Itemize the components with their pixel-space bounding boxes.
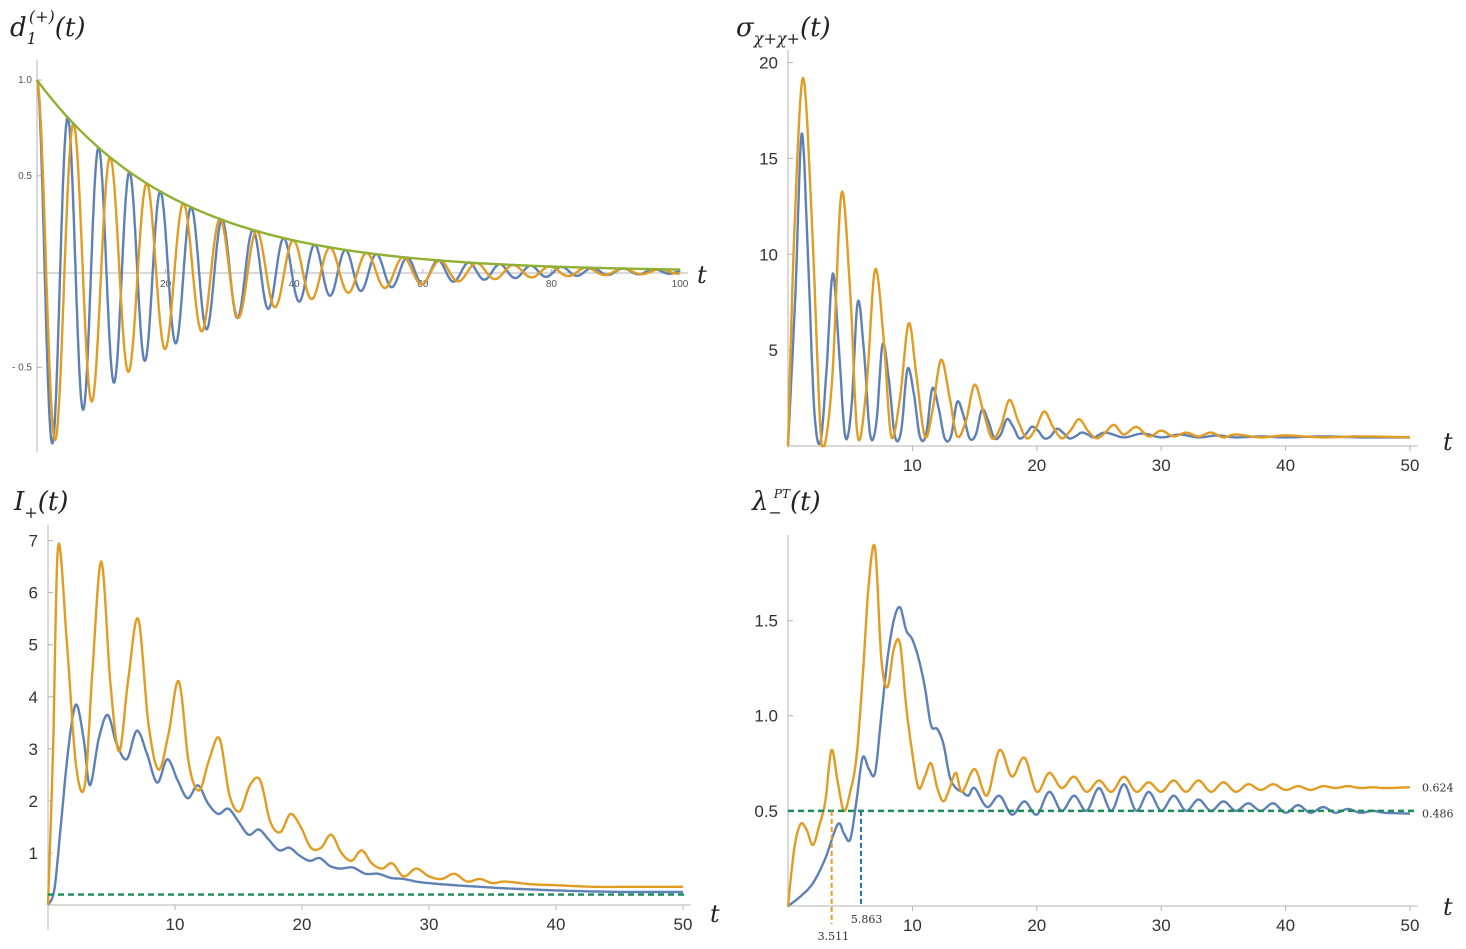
x-tick-label: 10 — [166, 915, 185, 934]
panel-I-axes: 10 20 30 40 50 1 2 3 4 5 6 7 — [29, 525, 693, 934]
y-tick-label: 1.0 — [754, 707, 778, 726]
x-tick-label: 40 — [1276, 916, 1295, 935]
panel-lambda-title: λ−PT(t) — [751, 487, 821, 522]
y-tick-label: 0.5 — [18, 171, 32, 182]
y-tick-label: 10 — [759, 245, 778, 264]
x-tick-label: 20 — [1027, 916, 1046, 935]
x-tick-label: 50 — [1401, 456, 1420, 475]
panel-d1: d1(+)(t) 20 40 60 80 100- 0.50.51.0 t — [10, 7, 707, 452]
series-line-blue — [786, 132, 1410, 447]
series-line-orange — [35, 79, 681, 442]
panel-I-lines — [46, 542, 688, 906]
panel-I-title: I+(t) — [13, 487, 68, 522]
panel-lambda-xlabel: t — [1443, 893, 1453, 921]
end-value-label: 0.624 — [1422, 781, 1454, 794]
x-tick-label: 40 — [547, 915, 566, 934]
x-tick-label: 80 — [546, 279, 558, 290]
panel-d1-title: d1(+)(t) — [10, 7, 85, 48]
y-tick-label: - 0.5 — [12, 362, 32, 373]
y-tick-label: 1.0 — [18, 75, 32, 86]
crossing-time-label: 5.863 — [851, 913, 883, 926]
series-line-blue — [35, 79, 681, 445]
y-tick-label: 2 — [29, 792, 38, 811]
y-tick-label: 5 — [29, 636, 38, 655]
series-line-green — [36, 79, 680, 271]
x-tick-label: 20 — [1027, 456, 1046, 475]
y-tick-label: 15 — [759, 149, 778, 168]
panel-sigma-lines — [786, 76, 1411, 448]
y-tick-label: 3 — [29, 740, 38, 759]
panel-sigma: σχ+χ+(t) 10 20 30 40 50 5 10 15 20 t — [736, 13, 1453, 475]
panel-sigma-axes: 10 20 30 40 50 5 10 15 20 — [759, 50, 1419, 475]
x-tick-label: 50 — [674, 915, 693, 934]
series-line-blue — [46, 703, 683, 906]
panel-sigma-title: σχ+χ+(t) — [736, 13, 831, 48]
panel-d1-xlabel: t — [697, 261, 707, 289]
y-tick-label: 4 — [29, 688, 38, 707]
panel-I: I+(t) 10 20 30 40 50 1 2 3 4 5 6 7 t — [13, 487, 720, 934]
x-tick-label: 30 — [1152, 916, 1171, 935]
panel-sigma-xlabel: t — [1443, 428, 1453, 456]
x-tick-label: 30 — [1152, 456, 1171, 475]
crossing-time-label: 3.511 — [818, 930, 850, 943]
series-line-orange — [786, 76, 1411, 448]
series-line-blue — [787, 605, 1410, 907]
x-tick-label: 30 — [420, 915, 439, 934]
panel-d1-lines — [35, 79, 681, 445]
x-tick-label: 20 — [293, 915, 312, 934]
panel-lambda-lines — [786, 543, 1415, 907]
end-value-label: 0.486 — [1422, 808, 1454, 821]
y-tick-label: 6 — [29, 584, 38, 603]
x-tick-label: 10 — [903, 456, 922, 475]
y-tick-label: 7 — [29, 532, 38, 551]
x-tick-label: 50 — [1401, 916, 1420, 935]
x-tick-label: 20 — [160, 279, 172, 290]
x-tick-label: 100 — [672, 279, 689, 290]
panel-lambda: λ−PT(t) 10 20 30 40 50 0.5 1.0 1.5 0.624 0.486 3.… — [751, 487, 1454, 943]
x-tick-label: 10 — [903, 916, 922, 935]
x-tick-label: 40 — [1276, 456, 1295, 475]
y-tick-label: 1 — [29, 844, 38, 863]
panel-I-xlabel: t — [710, 900, 720, 928]
y-tick-label: 1.5 — [754, 612, 778, 631]
panel-lambda-axes: 10 20 30 40 50 0.5 1.0 1.5 — [754, 535, 1419, 935]
series-line-orange — [786, 543, 1410, 907]
y-tick-label: 5 — [769, 341, 778, 360]
series-line-orange — [46, 542, 683, 906]
y-tick-label: 0.5 — [754, 802, 778, 821]
y-tick-label: 20 — [759, 54, 778, 73]
